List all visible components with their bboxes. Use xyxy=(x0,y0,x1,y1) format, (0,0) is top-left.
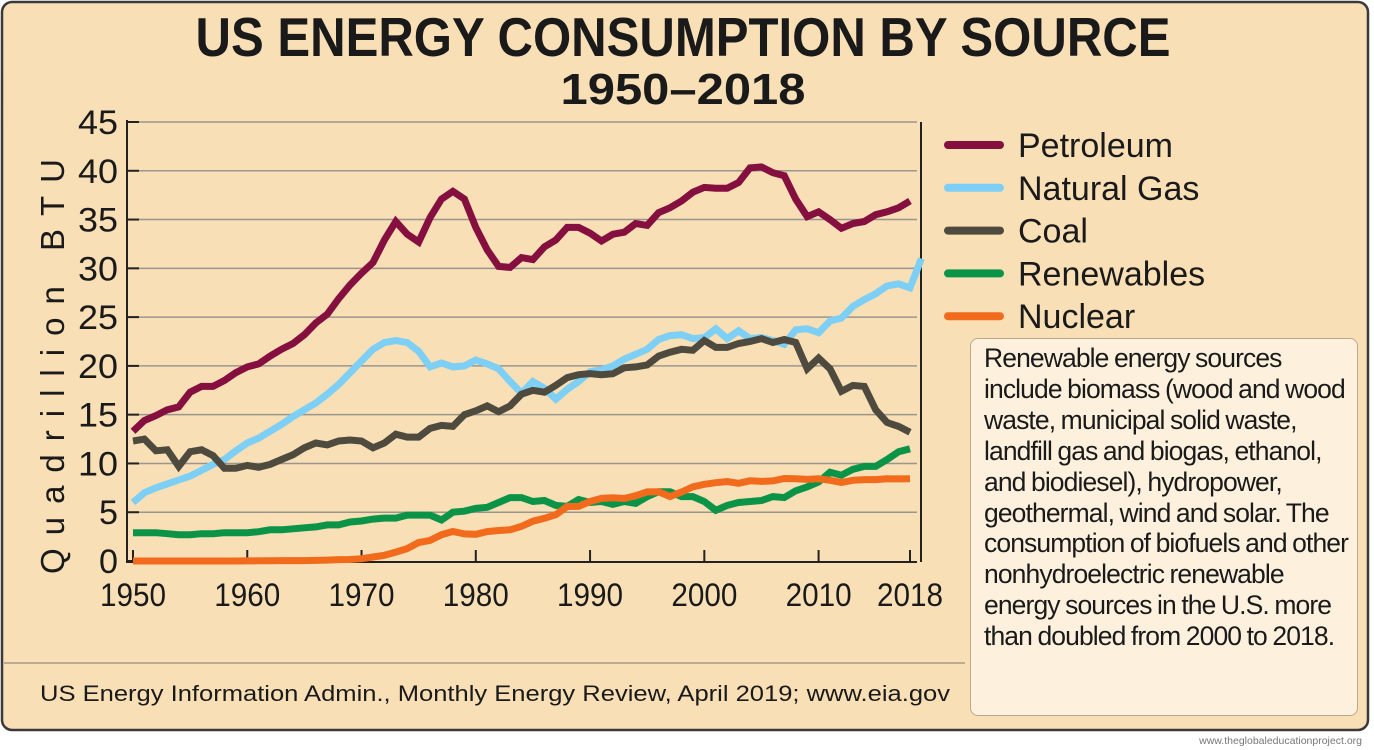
series-lines xyxy=(130,163,925,565)
legend-item: Nuclear xyxy=(944,298,1135,336)
y-tick-label: 35 xyxy=(78,202,118,240)
renewables-note: Renewable energy sources include biomass… xyxy=(970,338,1358,716)
x-tick-label: 2010 xyxy=(786,577,852,613)
x-tick-label: 1990 xyxy=(557,577,623,613)
y-tick-label: 20 xyxy=(78,348,118,386)
y-axis-label: Quadrillion BTU xyxy=(34,146,71,574)
watermark: www.theglobaleducationproject.org xyxy=(1198,735,1362,747)
series-line-coal xyxy=(132,334,912,473)
x-tick-label: 1950 xyxy=(100,577,166,613)
x-tick-label: 1970 xyxy=(329,577,395,613)
y-tick-label: 10 xyxy=(78,445,118,483)
x-tick-label: 2000 xyxy=(671,577,737,613)
chart-subtitle: 1950–2018 xyxy=(561,65,806,114)
series-line-petroleum xyxy=(130,163,912,434)
y-tick-label: 30 xyxy=(78,250,118,288)
y-tick-label: 15 xyxy=(78,397,118,435)
series-line-renewables xyxy=(133,445,911,539)
x-tick-label: 1960 xyxy=(214,577,280,613)
series-line-natural-gas xyxy=(130,257,925,506)
legend-label: Petroleum xyxy=(1018,127,1173,165)
legend-label: Coal xyxy=(1018,213,1088,251)
x-tick-label: 2018 xyxy=(877,577,943,613)
legend-item: Coal xyxy=(944,213,1088,251)
series-line-nuclear xyxy=(133,474,911,565)
legend-label: Nuclear xyxy=(1018,298,1135,336)
x-tick-label: 1980 xyxy=(443,577,509,613)
source-text: US Energy Information Admin., Monthly En… xyxy=(40,681,950,706)
legend-label: Natural Gas xyxy=(1018,170,1199,208)
y-tick-label: 25 xyxy=(78,299,118,337)
chart-title: US ENERGY CONSUMPTION BY SOURCE xyxy=(196,6,1171,68)
legend-item: Natural Gas xyxy=(944,170,1199,208)
y-tick-label: 5 xyxy=(99,494,118,532)
y-tick-label: 0 xyxy=(99,543,118,581)
x-axis-ticks: 1950 1960 1970 1980 1990 2000 2010 2018 xyxy=(100,550,943,613)
gridlines xyxy=(127,121,917,513)
y-tick-label: 45 xyxy=(78,104,118,142)
legend: Petroleum Natural Gas Coal Renewables Nuclea… xyxy=(944,127,1205,336)
y-tick-label: 40 xyxy=(78,153,118,191)
legend-item: Renewables xyxy=(944,255,1205,293)
legend-label: Renewables xyxy=(1018,255,1205,293)
legend-item: Petroleum xyxy=(944,127,1173,165)
y-axis-ticks: 0 5 10 15 20 25 30 35 40 45 xyxy=(78,104,139,581)
